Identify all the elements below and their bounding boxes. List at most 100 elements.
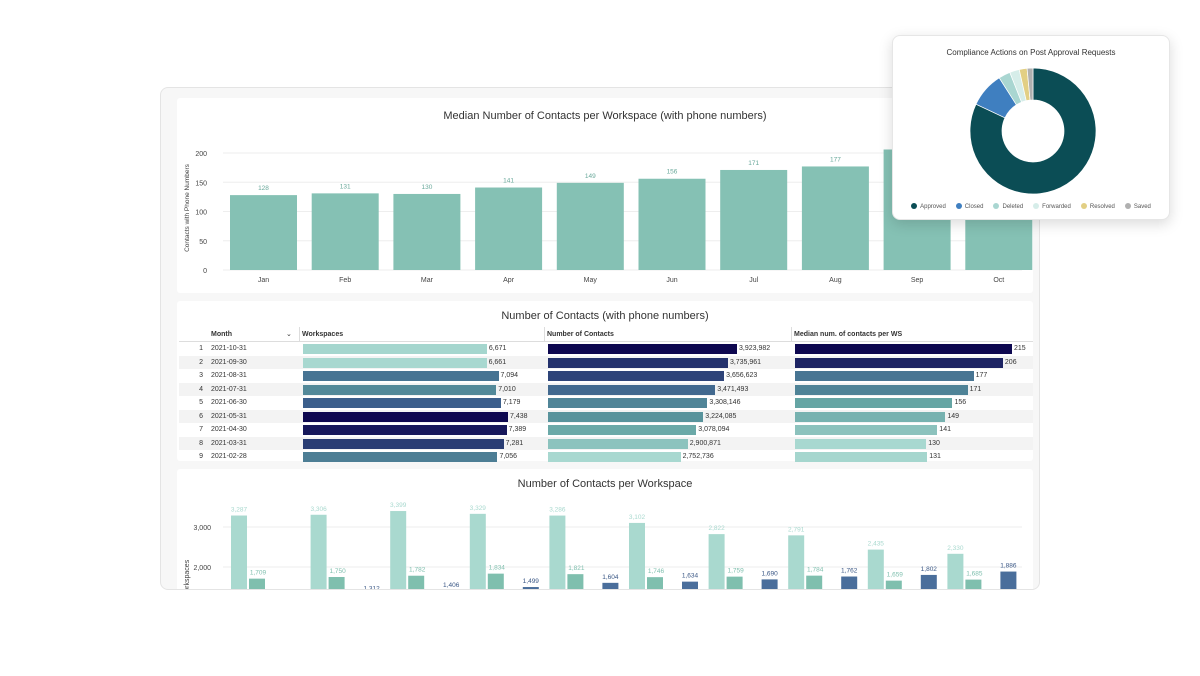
legend-item[interactable]: Saved [1124,203,1151,210]
column-header-month[interactable]: Month [211,331,232,338]
data-label: 128 [258,185,269,192]
contacts-per-workspace-chart: Number of Contacts per Workspace 2,000 3,… [177,469,1033,590]
data-label: 1,759 [727,568,744,575]
donut-slice-saved [1026,67,1034,101]
data-label: 1,762 [841,568,858,575]
data-label: 1,834 [489,565,506,572]
month-cell: 2021-03-31 [211,439,247,447]
y-axis-label: Contacts with Phone Numbers [184,163,191,252]
bar-series-1 [390,511,407,589]
data-label: 2,791 [788,526,805,533]
value-label: 206 [1004,358,1017,366]
bar-series-2 [328,577,345,589]
legend-label: Deleted [1002,204,1024,210]
data-label: 1,690 [761,570,778,577]
table-row[interactable]: 9 2021-02-28 7,056 2,752,736 131 [179,450,1033,464]
bar-series-3 [682,581,698,589]
data-label: 2,330 [947,545,964,552]
data-label: 131 [340,183,351,190]
bar-series-3 [1000,571,1017,589]
data-label: 1,746 [648,568,665,575]
bar [393,193,461,270]
column-header-workspaces[interactable]: Workspaces [299,327,343,341]
row-index: 8 [199,439,203,447]
month-cell: 2021-08-31 [211,372,247,379]
month-cell: 2021-09-30 [211,358,247,366]
data-label: 1,784 [807,567,824,574]
x-tick-label: Sep [911,277,924,284]
value-label: 156 [954,399,967,406]
sort-chevron-icon[interactable]: ⌄ [286,331,292,338]
data-label: 1,802 [921,566,938,573]
data-label: 3,102 [629,514,646,521]
table-row[interactable]: 2 2021-09-30 6,661 3,735,961 206 [179,355,1033,369]
month-cell: 2021-05-31 [211,412,247,420]
data-label: 1,685 [966,571,983,578]
column-header-median[interactable]: Median num. of contacts per WS [791,327,902,341]
table-row[interactable]: 5 2021-06-30 7,179 3,308,146 156 [179,396,1033,410]
value-label: 149 [947,412,960,420]
data-label: 149 [585,173,596,180]
value-bar [303,384,497,395]
legend-item[interactable]: Deleted [993,203,1023,210]
legend-item[interactable]: Closed [955,203,984,210]
table-row[interactable]: 7 2021-04-30 7,389 3,078,094 141 [179,423,1033,437]
legend-dot-icon [955,203,962,209]
month-cell: 2021-02-28 [211,453,247,460]
y-tick-label: 50 [199,239,207,246]
bar-series-1 [708,534,725,589]
value-label: 3,078,094 [698,426,730,433]
column-header-contacts[interactable]: Number of Contacts [544,327,614,341]
bar-series-2 [408,575,425,589]
bar-series-3 [522,587,539,589]
value-label: 3,735,961 [729,358,762,366]
table-row[interactable]: 1 2021-10-31 6,671 3,923,982 215 [179,342,1033,356]
bar-series-1 [469,513,486,589]
table-row[interactable]: 3 2021-08-31 7,094 3,656,623 177 [179,369,1033,383]
month-cell: 2021-07-31 [211,385,247,393]
value-bar [303,371,499,381]
bar [801,166,869,270]
y-tick-label: 150 [195,180,207,187]
data-label: 1,782 [409,567,426,574]
bar-series-3 [841,576,858,589]
value-label: 130 [928,439,940,447]
month-cell: 2021-10-31 [211,345,247,352]
value-bar [303,425,507,435]
legend-item[interactable]: Approved [911,203,946,210]
row-index: 6 [199,412,203,420]
bar-series-1 [549,515,566,589]
bar-series-3 [602,582,619,589]
legend-dot-icon [911,203,918,209]
value-label: 2,900,871 [689,439,721,447]
value-bar [548,452,681,462]
value-bar [795,438,927,449]
legend-label: Closed [964,204,984,210]
table-header: Month ⌄ Workspaces Number of Contacts Me… [179,327,1033,342]
legend-dot-icon [1124,203,1131,209]
value-bar [795,357,1003,368]
compliance-donut-card: Compliance Actions on Post Approval Requ… [892,35,1170,220]
table-row[interactable]: 4 2021-07-31 7,010 3,471,493 171 [179,382,1033,396]
table-row[interactable]: 8 2021-03-31 7,281 2,900,871 130 [179,436,1033,450]
value-bar [795,398,953,408]
bar-series-2 [806,575,823,589]
data-label: 3,329 [470,505,487,512]
data-label: 1,312 [363,586,380,590]
table-row[interactable]: 6 2021-05-31 7,438 3,224,085 149 [179,409,1033,423]
data-label: 1,406 [443,582,460,589]
value-bar [795,425,938,435]
legend-item[interactable]: Resolved [1080,203,1115,210]
bar [638,178,706,270]
legend-item[interactable]: Forwarded [1033,203,1071,210]
row-index: 3 [199,372,203,379]
value-bar [303,438,504,449]
value-bar [548,357,728,368]
row-index: 4 [199,385,203,393]
value-label: 3,656,623 [726,372,758,379]
value-label: 7,056 [499,453,517,460]
value-bar [303,398,501,408]
bar [720,169,788,270]
y-tick-label: 0 [203,268,207,275]
legend-label: Saved [1133,204,1151,210]
